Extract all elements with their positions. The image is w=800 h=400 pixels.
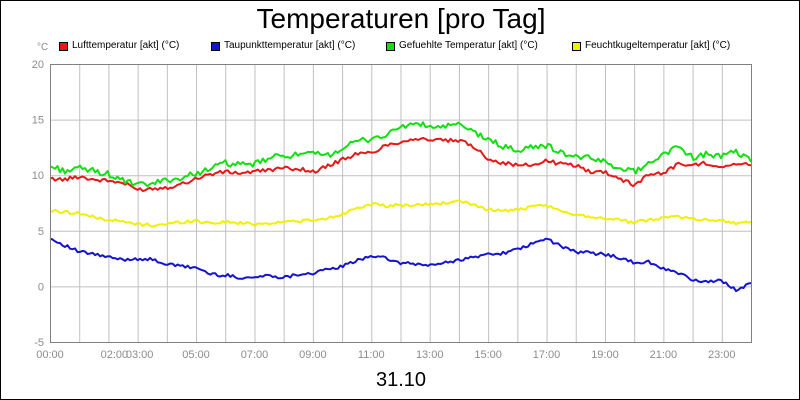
x-tick-label: 15:00 (474, 349, 502, 361)
x-tick-label: 21:00 (650, 349, 678, 361)
y-tick-label: -5 (34, 337, 44, 349)
y-tick-label: 15 (32, 115, 44, 127)
y-tick-label: 5 (38, 226, 44, 238)
y-tick-label: 0 (38, 281, 44, 293)
x-tick-label: 00:00 (36, 349, 64, 361)
legend-label: Lufttemperatur [akt] (°C) (72, 40, 180, 51)
series-line (49, 199, 752, 228)
x-tick-label: 03:00 (126, 349, 154, 361)
y-tick-label: 20 (32, 59, 44, 71)
x-tick-label: 05:00 (182, 349, 210, 361)
x-tick-label: 07:00 (241, 349, 269, 361)
x-tick-label: 09:00 (299, 349, 327, 361)
series-line (49, 237, 752, 293)
series-line (49, 136, 752, 192)
legend-label: Taupunkttemperatur [akt] (°C) (224, 40, 356, 51)
x-tick-label: 19:00 (591, 349, 619, 361)
x-tick-label: 11:00 (358, 349, 385, 361)
legend-label: Gefuehlte Temperatur [akt] (°C) (399, 40, 538, 51)
date-label: 31.10 (375, 369, 427, 391)
x-tick-label: 23:00 (708, 349, 736, 361)
legend-swatch-blue (211, 42, 220, 51)
chart-title: Temperaturen [pro Tag] (256, 3, 546, 34)
legend-swatch-red (59, 42, 68, 51)
legend-swatch-green (386, 42, 395, 51)
y-tick-label: 10 (32, 170, 44, 182)
x-tick-label: 02:00 (101, 349, 129, 361)
x-tick-label: 17:00 (533, 349, 561, 361)
plot-border (50, 64, 752, 343)
legend-label: Feuchtkugeltemperatur [akt] (°C) (585, 40, 731, 51)
legend-swatch-yellow (572, 42, 581, 51)
series-line (49, 121, 752, 188)
x-tick-label: 13:00 (416, 349, 444, 361)
y-axis-unit: °C (37, 42, 49, 53)
